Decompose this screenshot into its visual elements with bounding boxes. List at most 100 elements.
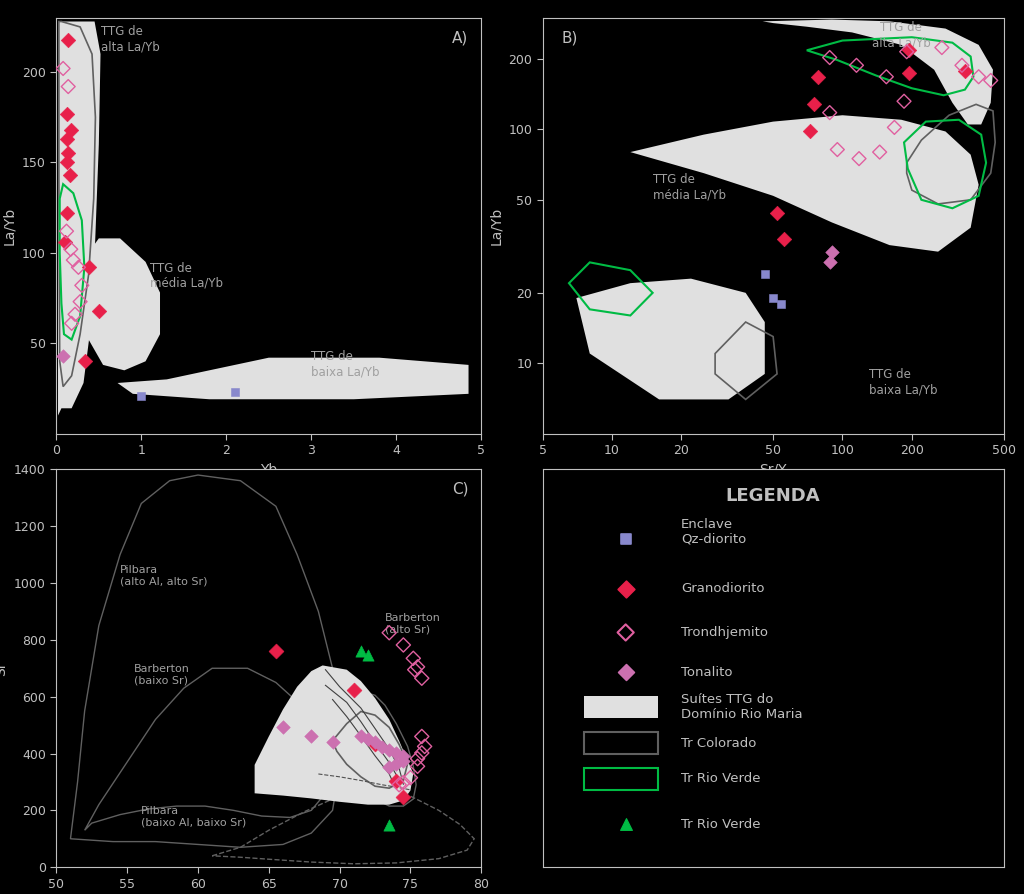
Point	[956, 63, 973, 78]
Y-axis label: Sr: Sr	[0, 661, 8, 676]
Point	[381, 743, 397, 757]
Point	[62, 122, 79, 137]
Text: Trondhjemito: Trondhjemito	[681, 626, 768, 639]
Point	[395, 637, 412, 652]
Point	[901, 43, 918, 57]
Point	[395, 755, 412, 769]
Polygon shape	[631, 115, 979, 252]
Point	[407, 662, 423, 677]
Point	[901, 65, 918, 80]
Point	[359, 647, 376, 662]
Point	[821, 255, 838, 269]
Point	[821, 50, 838, 64]
Point	[806, 97, 822, 112]
Point	[367, 735, 383, 749]
Polygon shape	[58, 21, 100, 416]
Point	[381, 818, 397, 832]
Point	[133, 389, 150, 403]
Text: A): A)	[453, 30, 469, 46]
Point	[60, 80, 77, 94]
Point	[72, 294, 88, 308]
Point	[765, 291, 781, 305]
Text: TTG de
alta La/Yb: TTG de alta La/Yb	[871, 21, 931, 49]
Point	[359, 731, 376, 746]
Point	[56, 235, 73, 249]
Polygon shape	[118, 358, 469, 400]
Point	[971, 70, 987, 84]
Point	[414, 671, 430, 686]
Point	[346, 683, 362, 697]
Point	[63, 316, 80, 331]
Point	[388, 757, 404, 772]
Point	[303, 729, 319, 743]
Point	[58, 106, 75, 121]
Point	[757, 267, 773, 282]
Point	[58, 156, 75, 170]
Point	[617, 532, 634, 546]
FancyBboxPatch shape	[584, 696, 658, 718]
Text: Granodiorito: Granodiorito	[681, 582, 765, 595]
Point	[871, 145, 888, 159]
Point	[809, 70, 825, 84]
Text: Barberton
(alto Sr): Barberton (alto Sr)	[385, 613, 440, 635]
Point	[406, 651, 422, 665]
Point	[402, 771, 419, 785]
Text: Pilbara
(baixo Al, baixo Sr): Pilbara (baixo Al, baixo Sr)	[141, 806, 247, 828]
Point	[381, 626, 397, 640]
Point	[821, 105, 838, 120]
Point	[74, 278, 90, 292]
Point	[776, 232, 793, 246]
Point	[417, 739, 433, 754]
Y-axis label: La/Yb: La/Yb	[2, 207, 16, 245]
Point	[617, 817, 634, 831]
Point	[617, 582, 634, 596]
Point	[410, 660, 426, 674]
Point	[886, 121, 902, 135]
Polygon shape	[577, 279, 765, 400]
Point	[374, 740, 390, 755]
Point	[879, 70, 895, 84]
Point	[983, 73, 999, 88]
Point	[381, 760, 397, 774]
Point	[62, 242, 79, 257]
Point	[61, 168, 78, 182]
Point	[352, 729, 369, 743]
Point	[617, 625, 634, 639]
Point	[226, 384, 243, 399]
Point	[267, 644, 284, 658]
Point	[898, 45, 914, 59]
Polygon shape	[82, 239, 160, 370]
Point	[388, 746, 404, 760]
Text: Tonalito: Tonalito	[681, 666, 732, 679]
Point	[352, 644, 369, 658]
Point	[325, 735, 341, 749]
Text: Tr Colorado: Tr Colorado	[681, 737, 757, 749]
Text: C): C)	[452, 481, 469, 496]
Text: LEGENDA: LEGENDA	[726, 487, 820, 505]
X-axis label: Sr/Y: Sr/Y	[760, 462, 786, 477]
Y-axis label: La/Yb: La/Yb	[488, 207, 503, 245]
Text: TTG de
média La/Yb: TTG de média La/Yb	[652, 173, 726, 201]
Polygon shape	[255, 665, 414, 805]
Text: TTG de
baixa La/Yb: TTG de baixa La/Yb	[311, 350, 380, 378]
Point	[67, 308, 83, 322]
Point	[60, 147, 77, 161]
Point	[388, 774, 404, 789]
Text: Tr Rio Verde: Tr Rio Verde	[681, 818, 761, 831]
Text: Enclave
Qz-diorito: Enclave Qz-diorito	[681, 518, 746, 546]
Point	[71, 260, 87, 274]
Point	[769, 206, 785, 220]
Polygon shape	[763, 20, 993, 124]
Text: TTG de
baixa La/Yb: TTG de baixa La/Yb	[868, 368, 937, 396]
Point	[414, 730, 430, 744]
Point	[391, 778, 408, 792]
Point	[81, 260, 97, 274]
Point	[410, 759, 426, 773]
Text: Suítes TTG do
Domínio Rio Maria: Suítes TTG do Domínio Rio Maria	[681, 693, 803, 721]
Point	[58, 206, 75, 220]
Point	[848, 58, 864, 72]
Point	[829, 142, 846, 156]
Text: TTG de
alta La/Yb: TTG de alta La/Yb	[100, 25, 160, 53]
Point	[90, 304, 108, 318]
Point	[58, 224, 75, 239]
